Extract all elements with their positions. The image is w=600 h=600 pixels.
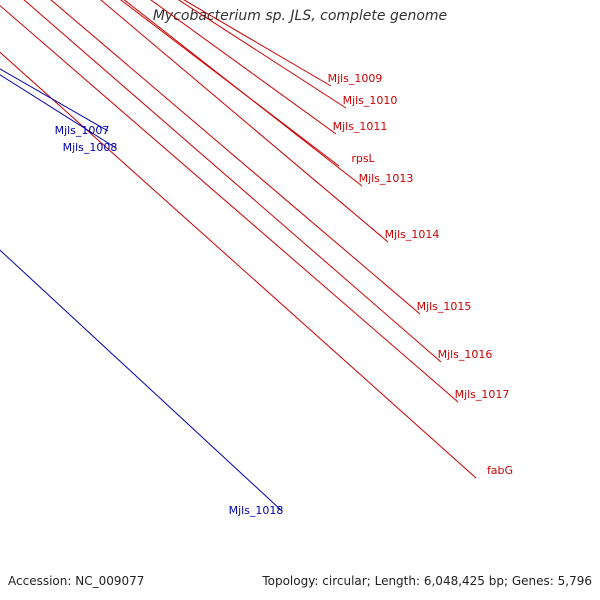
gene-label-mjls_1010: Mjls_1010 [343, 94, 398, 107]
length-label: Length: [374, 574, 421, 588]
leader-line [183, 0, 332, 87]
leader-line [0, 74, 117, 149]
leader-line [50, 0, 421, 315]
gene-label-mjls_1018: Mjls_1018 [229, 504, 284, 517]
topology-value: circular [322, 574, 367, 588]
genome-stats: Topology: circular; Length: 6,048,425 bp… [262, 574, 592, 588]
genes-value: 5,796 [557, 574, 592, 588]
leader-line [0, 68, 109, 132]
topology-label: Topology: [262, 574, 319, 588]
leader-line [0, 249, 283, 512]
length-value: 6,048,425 bp [423, 574, 504, 588]
gene-label-mjls_1009: Mjls_1009 [328, 72, 383, 85]
leader-line [23, 0, 442, 363]
leader-line [0, 4, 459, 403]
map-title: Mycobacterium sp. JLS, complete genome [152, 8, 448, 24]
leader-line [177, 0, 347, 109]
leader-line [150, 0, 337, 135]
gene-label-mjls_1015: Mjls_1015 [417, 300, 472, 313]
gene-label-mjls_1016: Mjls_1016 [438, 348, 493, 361]
genes-label: Genes: [511, 574, 554, 588]
gene-label-mjls_1013: Mjls_1013 [359, 172, 414, 185]
gene-label-mjls_1017: Mjls_1017 [455, 388, 510, 401]
gene-label-mjls_1007: Mjls_1007 [55, 124, 110, 137]
leader-line [120, 0, 340, 167]
gene-label-mjls_1008: Mjls_1008 [63, 141, 118, 154]
gene-label-mjls_1011: Mjls_1011 [333, 120, 388, 133]
gene-label-rpsl: rpsL [351, 152, 375, 165]
leader-line [0, 51, 477, 479]
accession-value: NC_009077 [75, 574, 145, 588]
gene-label-fabg: fabG [487, 464, 513, 477]
gene-label-mjls_1014: Mjls_1014 [385, 228, 440, 241]
leader-line [100, 0, 389, 243]
accession-label: Accession: [8, 574, 72, 588]
leader-line [123, 0, 363, 187]
accession-info: Accession: NC_009077 [8, 574, 144, 588]
